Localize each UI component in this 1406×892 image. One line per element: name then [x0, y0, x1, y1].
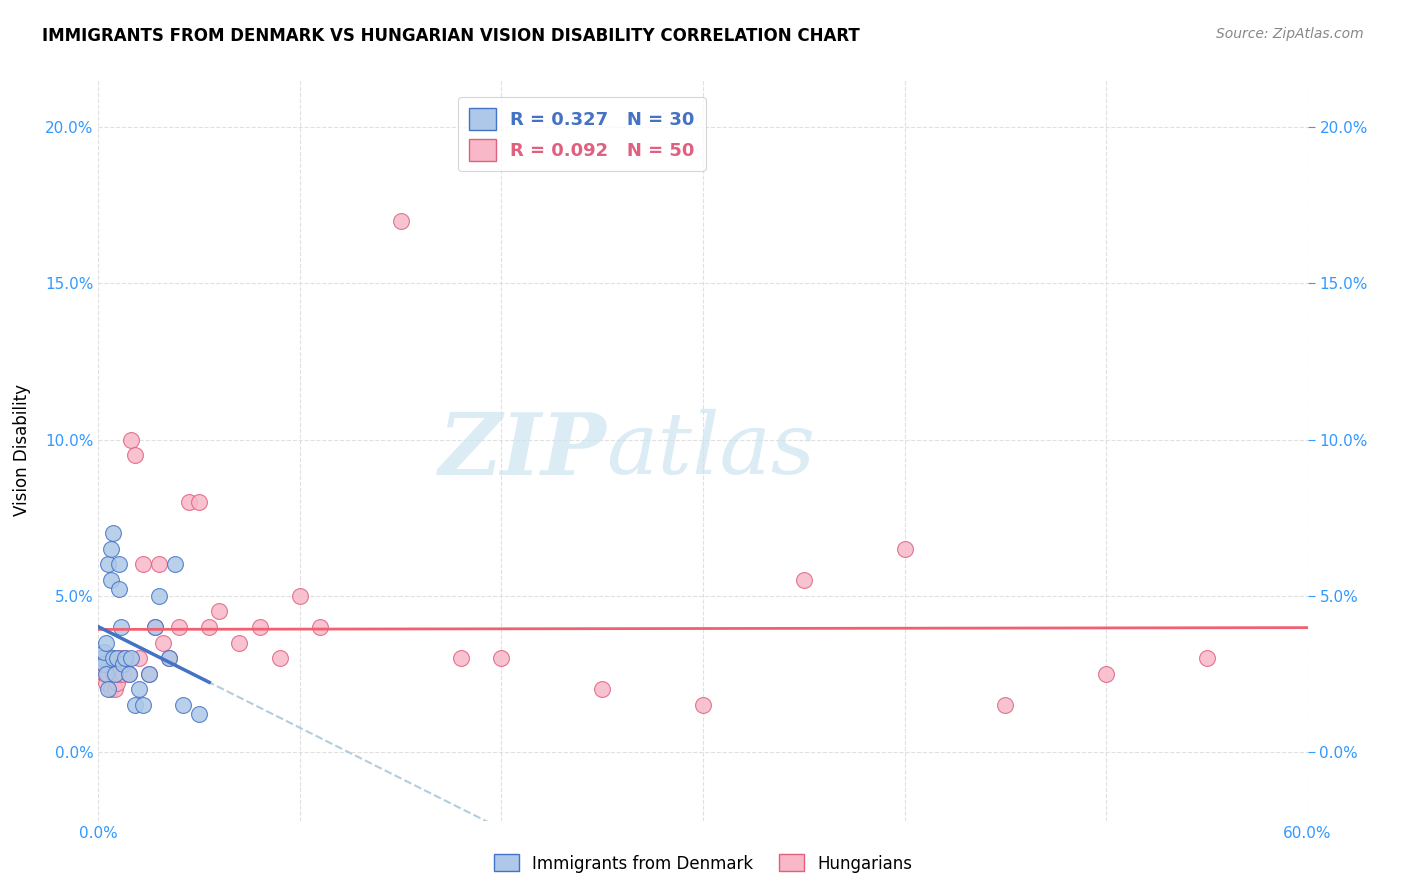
Point: [450, 651, 472, 665]
Point: [101, 651, 124, 665]
Point: [91, 651, 114, 665]
Point: [143, 620, 166, 634]
Point: [124, 448, 146, 462]
Point: [249, 620, 271, 634]
Point: [97, 558, 120, 572]
Point: [179, 495, 201, 509]
Point: [93, 657, 115, 672]
Point: [148, 589, 170, 603]
Point: [157, 651, 180, 665]
Point: [100, 651, 122, 665]
Point: [110, 651, 132, 665]
Point: [97, 682, 120, 697]
Point: [114, 651, 136, 665]
Point: [132, 698, 155, 712]
Point: [110, 620, 132, 634]
Point: [591, 682, 613, 697]
Point: [124, 698, 146, 712]
Point: [91, 651, 114, 665]
Point: [309, 620, 332, 634]
Point: [1195, 651, 1218, 665]
Legend: Immigrants from Denmark, Hungarians: Immigrants from Denmark, Hungarians: [488, 847, 918, 880]
Point: [188, 495, 211, 509]
Point: [163, 558, 186, 572]
Point: [118, 666, 141, 681]
Point: [188, 707, 211, 722]
Point: [793, 573, 815, 587]
Point: [111, 666, 134, 681]
Point: [157, 651, 180, 665]
Point: [101, 526, 124, 541]
Text: atlas: atlas: [606, 409, 815, 491]
Point: [107, 666, 129, 681]
Point: [198, 620, 221, 634]
Y-axis label: Vision Disability: Vision Disability: [13, 384, 31, 516]
Point: [105, 657, 128, 672]
Point: [152, 635, 174, 649]
Point: [93, 657, 115, 672]
Point: [97, 651, 120, 665]
Point: [103, 682, 125, 697]
Point: [103, 666, 125, 681]
Point: [101, 666, 124, 681]
Point: [208, 604, 231, 618]
Point: [1095, 666, 1118, 681]
Text: IMMIGRANTS FROM DENMARK VS HUNGARIAN VISION DISABILITY CORRELATION CHART: IMMIGRANTS FROM DENMARK VS HUNGARIAN VIS…: [42, 27, 860, 45]
Point: [692, 698, 714, 712]
Point: [107, 558, 129, 572]
Point: [118, 666, 141, 681]
Point: [107, 651, 129, 665]
Point: [105, 676, 128, 690]
Point: [128, 651, 150, 665]
Point: [97, 666, 120, 681]
Text: Source: ZipAtlas.com: Source: ZipAtlas.com: [1216, 27, 1364, 41]
Point: [111, 657, 134, 672]
Point: [167, 620, 190, 634]
Point: [138, 666, 160, 681]
Point: [120, 651, 142, 665]
Point: [994, 698, 1017, 712]
Point: [96, 651, 118, 665]
Point: [100, 682, 122, 697]
Point: [148, 558, 170, 572]
Point: [96, 666, 118, 681]
Point: [491, 651, 513, 665]
Point: [93, 666, 115, 681]
Legend: R = 0.327   N = 30, R = 0.092   N = 50: R = 0.327 N = 30, R = 0.092 N = 50: [458, 96, 706, 171]
Point: [107, 582, 129, 597]
Text: ZIP: ZIP: [439, 409, 606, 492]
Point: [100, 573, 122, 587]
Point: [893, 541, 915, 556]
Point: [269, 651, 291, 665]
Point: [96, 676, 118, 690]
Point: [389, 214, 412, 228]
Point: [96, 635, 118, 649]
Point: [172, 698, 194, 712]
Point: [138, 666, 160, 681]
Point: [105, 651, 128, 665]
Point: [132, 558, 155, 572]
Point: [100, 541, 122, 556]
Point: [103, 666, 125, 681]
Point: [114, 651, 136, 665]
Point: [143, 620, 166, 634]
Point: [93, 645, 115, 659]
Point: [228, 635, 250, 649]
Point: [288, 589, 311, 603]
Point: [120, 433, 142, 447]
Point: [128, 682, 150, 697]
Point: [101, 651, 124, 665]
